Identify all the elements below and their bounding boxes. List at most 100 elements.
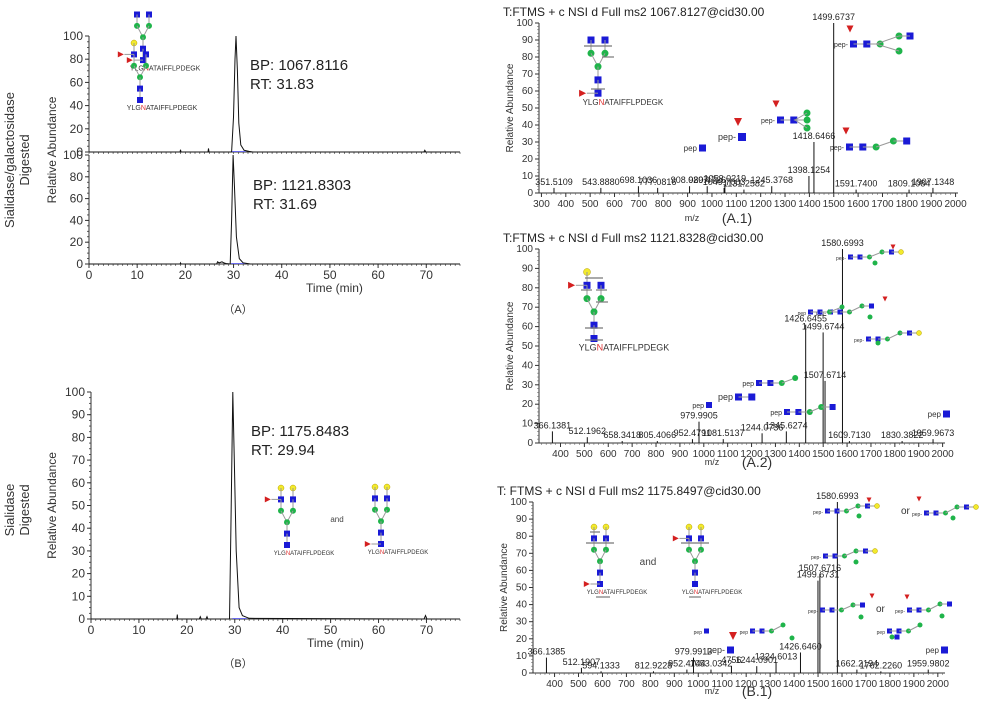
y-tick-label: 30 <box>72 544 86 558</box>
peak-label: 1418.6466 <box>793 131 836 141</box>
y-tick-label: 0 <box>76 145 83 159</box>
chromatogram-a-top: 0 20 40 60 80 100 BP: 1067.8116 RT: 31.83 <box>63 29 461 159</box>
x-tick-label: 30 <box>228 623 242 637</box>
glcnac-square-icon <box>137 97 143 103</box>
y-tick-label: 70 <box>72 453 86 467</box>
x-tick-label: 600 <box>606 199 623 210</box>
chromatogram-trace <box>89 35 460 153</box>
y-tick-label: 50 <box>72 499 86 513</box>
peak-label: 1499.6731 <box>797 570 840 580</box>
peptide-stub-label: pep <box>684 144 698 153</box>
or-label: or <box>876 604 886 615</box>
peptide-stub-label: pep <box>694 630 703 636</box>
retention-time-label: RT: 29.94 <box>251 442 315 459</box>
and-label: and <box>330 515 343 524</box>
y-tick-label: 100 <box>516 18 533 29</box>
row-label-b-line1: Sialidase <box>2 484 17 537</box>
peptide-stub-label: pep <box>742 381 754 388</box>
row-label-b-line2: Digested <box>17 484 32 535</box>
y-tick-label: 40 <box>516 600 528 611</box>
fucose-triangle-icon <box>117 51 124 58</box>
peak-label: 1762.2260 <box>860 660 903 670</box>
galactose-circle-icon <box>973 504 979 510</box>
fucose-triangle-icon <box>583 581 590 587</box>
x-tick-label: 1200 <box>735 679 758 690</box>
peak-label: 366.1385 <box>528 647 566 657</box>
x-tick-label: 1300 <box>774 199 797 210</box>
x-tick-label: 1400 <box>798 199 821 210</box>
spectrum-title: T:FTMS + c NSI d Full ms2 1121.8328@cid3… <box>503 231 764 245</box>
peak-label: 698.1036 <box>620 175 658 185</box>
x-tick-label: 400 <box>552 449 569 460</box>
glcnac-square-icon <box>727 646 734 654</box>
y-tick-label: 90 <box>522 263 534 274</box>
y-tick-label: 0 <box>78 612 85 626</box>
x-tick-label: 1900 <box>903 679 926 690</box>
chromatogram-trace <box>91 391 460 620</box>
x-tick-label: 70 <box>420 623 434 637</box>
y-tick-label: 40 <box>522 120 534 131</box>
x-tick-label: 1100 <box>717 449 739 460</box>
x-tick-label: 1300 <box>759 679 782 690</box>
glycan-structures: YLGNATAIFFLPDEGK YLGNATAIFFLPDEGK YLGNATAI… <box>117 11 979 655</box>
glcnac-square-icon <box>706 402 712 408</box>
peak-label: 1830.3822 <box>881 430 924 440</box>
peptide-stub-label: pep- <box>813 510 823 516</box>
peak-label: 979.9905 <box>680 411 718 421</box>
peptide-stub-label: pep- <box>808 609 818 615</box>
glcnac-square-icon <box>869 303 874 309</box>
peptide-stub-label: pep- <box>830 145 845 152</box>
x-tick-label: 40 <box>276 623 290 637</box>
peptide-stub-label: pep- <box>836 256 846 262</box>
glycan-link <box>794 119 808 129</box>
peak-label: 1081.5137 <box>702 428 745 438</box>
x-tick-label: 1100 <box>711 679 733 690</box>
peak-label: 1507.6716 <box>799 563 842 573</box>
y-tick-label: 60 <box>522 322 534 333</box>
peak-label: 1245.3768 <box>750 175 793 185</box>
y-tick-label: 20 <box>522 399 534 410</box>
x-tick-label: 2000 <box>927 679 950 690</box>
peptide-stub-label: pep- <box>811 555 821 561</box>
x-tick-label: 1900 <box>908 449 931 460</box>
y-tick-label: 60 <box>70 192 84 206</box>
glcnac-square-icon <box>894 634 900 640</box>
peptide-stub-label: pep- <box>718 132 736 142</box>
panel-caption: (A.1) <box>722 210 752 226</box>
y-tick-label: 100 <box>63 148 83 162</box>
x-axis-label: m/z <box>685 213 700 223</box>
peptide-stub-label: pep- <box>895 609 905 615</box>
y-tick-label: 90 <box>516 514 528 525</box>
y-tick-label: 60 <box>516 565 528 576</box>
galactose-circle-icon <box>874 503 880 509</box>
y-tick-label: 40 <box>70 213 84 227</box>
ms2-spectrum-a1: T:FTMS + c NSI d Full ms2 1067.8127@cid3… <box>503 5 967 226</box>
peak-label: 908.0297 <box>671 175 709 185</box>
x-tick-label: 0 <box>88 623 95 637</box>
peak-label: 1398.1254 <box>788 165 831 175</box>
x-tick-label: 700 <box>618 679 635 690</box>
x-tick-label: 900 <box>679 199 696 210</box>
peptide-stub-label: pep <box>770 410 782 417</box>
peak-label: 1591.7400 <box>835 179 878 189</box>
mannose-circle-icon <box>889 634 895 640</box>
y-tick-label: 80 <box>72 430 86 444</box>
y-tick-label: 0 <box>527 438 533 449</box>
peak-label: 1959.9802 <box>907 659 950 669</box>
y-tick-label: 100 <box>63 29 83 43</box>
y-axis-label: Relative Abundance <box>499 543 510 632</box>
peak-label: 1809.1084 <box>888 179 931 189</box>
peptide-stub-label: pep- <box>707 645 725 655</box>
peak-label: 1959.9673 <box>912 428 955 438</box>
glcnac-square-icon <box>704 628 709 634</box>
x-tick-label: 1400 <box>783 679 806 690</box>
x-tick-label: 2000 <box>944 199 967 210</box>
peak-label: 805.4066 <box>639 430 677 440</box>
peptide-sequence: YLGNATAIFFLPDEGK <box>127 105 198 112</box>
y-tick-label: 60 <box>522 86 534 97</box>
mannose-circle-icon <box>856 513 862 519</box>
peptide-sequence: YLGNATAIFFLPDEGK <box>368 550 428 556</box>
x-tick-label: 800 <box>642 679 659 690</box>
x-tick-label: 50 <box>323 268 337 282</box>
glcnac-square-icon <box>829 404 836 410</box>
